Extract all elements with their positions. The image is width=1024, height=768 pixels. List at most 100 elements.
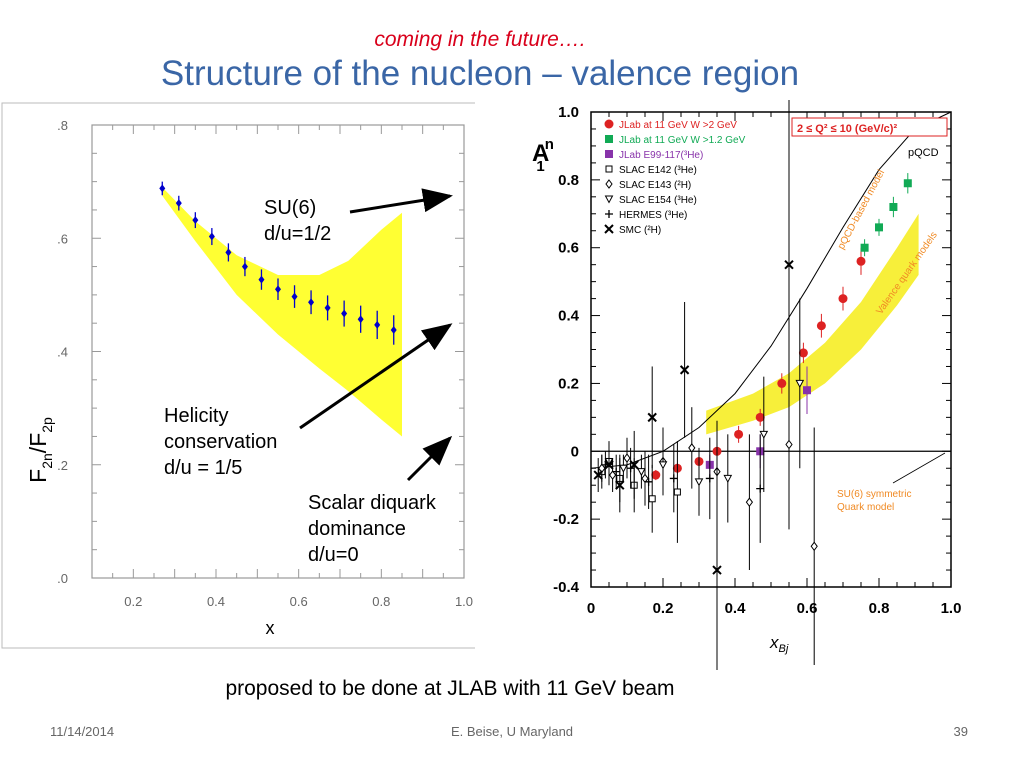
- right-data-point: [679, 365, 690, 375]
- right-x-tick-label: 0.2: [653, 600, 674, 617]
- right-data-point: [723, 474, 733, 483]
- right-data-point: [810, 541, 818, 552]
- right-data-point: [648, 495, 656, 503]
- right-data-point: [889, 203, 898, 211]
- left-x-tick-label: 0.4: [207, 594, 225, 609]
- right-data-point: [593, 470, 603, 480]
- right-y-tick-label: 0.6: [558, 240, 579, 257]
- right-data-point: [860, 243, 869, 252]
- legend-marker: [605, 210, 613, 218]
- right-x-tick-label: 1.0: [941, 600, 962, 617]
- legend-marker: [605, 135, 613, 143]
- right-y-tick-label: -0.4: [553, 579, 580, 596]
- legend-marker: [604, 119, 614, 129]
- left-y-tick-label: .4: [57, 345, 68, 360]
- svg-text:Quark model: Quark model: [837, 502, 894, 513]
- right-data-point: [795, 379, 805, 388]
- legend-label: JLab E99-117(³He): [619, 150, 703, 161]
- right-data-point: [604, 460, 614, 470]
- chart-right-plot-area: [590, 111, 952, 588]
- right-data-point: [673, 488, 681, 496]
- slide-title: Structure of the nucleon – valence regio…: [160, 54, 800, 93]
- a1n-asymmetry-chart: 0 0.2 0.4 0.6 0.8 1.0 -0.4 -0.2 0 0.2 0.4 0.6 0.8 1.0…: [532, 100, 961, 670]
- slide-caption: proposed to be done at JLAB with 11 GeV …: [225, 677, 675, 700]
- right-data-point: [647, 412, 657, 423]
- right-data-point: [651, 470, 661, 480]
- scalar-annotation: Scalar diquark dominance d/u=0: [308, 492, 436, 566]
- left-x-tick-label: 1.0: [455, 594, 473, 609]
- right-data-point: [644, 477, 653, 486]
- legend-label: SLAC E142 (³He): [619, 165, 697, 176]
- legend-label: SLAC E154 (³He): [619, 195, 697, 206]
- su6-model-label: SU(6) symmetric Quark model: [837, 489, 911, 513]
- right-data-point: [803, 386, 811, 395]
- right-data-point: [637, 468, 646, 477]
- legend-marker: [605, 179, 613, 189]
- left-x-tick-label: 0.8: [372, 594, 390, 609]
- right-x-axis-label: xBj: [769, 633, 789, 655]
- right-data-point: [875, 223, 883, 232]
- right-y-axis-label: A1n: [532, 136, 554, 175]
- right-x-tick-label: 0: [587, 600, 595, 617]
- pqcd-curve-label: pQCD: [908, 147, 939, 159]
- legend-marker: [604, 224, 614, 234]
- right-data-point: [903, 179, 912, 188]
- left-data-point: [159, 184, 166, 193]
- footer-author: E. Beise, U Maryland: [450, 724, 574, 739]
- legend-marker: [604, 195, 614, 204]
- right-y-tick-label: 0.4: [558, 308, 580, 325]
- su6-model-pointer: [892, 452, 946, 484]
- right-data-point: [756, 484, 765, 493]
- right-tick-labels: 0 0.2 0.4 0.6 0.8 1.0 -0.4 -0.2 0 0.2 0.4 0.6 0.8 1.0: [553, 104, 961, 617]
- svg-text:F2n/F2p: F2n/F2p: [25, 417, 55, 483]
- right-x-tick-label: 0.6: [797, 600, 818, 617]
- su6-annotation: SU(6) d/u=1/2: [264, 197, 332, 245]
- legend-label: SLAC E143 (²H): [619, 180, 691, 191]
- left-tick-labels: 0.2 0.4 0.6 0.8 1.0 .0 .2 .4 .6 .8: [57, 118, 473, 609]
- right-data-point: [712, 565, 722, 575]
- right-data-point: [759, 430, 769, 439]
- right-data-point: [615, 480, 625, 490]
- slide-subtitle: coming in the future….: [374, 28, 586, 51]
- right-data-points: [593, 100, 912, 670]
- helicity-annotation: Helicity conservation d/u = 1/5: [164, 405, 278, 479]
- right-legend: JLab at 11 GeV W >2 GeV JLab at 11 GeV W …: [604, 119, 746, 236]
- left-data-point: [225, 248, 232, 257]
- legend-label: SMC (²H): [619, 225, 661, 236]
- q2-range-label: 2 ≤ Q² ≤ 10 (GeV/c)²: [797, 123, 897, 135]
- legend-marker: [605, 165, 613, 173]
- right-data-point: [612, 467, 621, 476]
- right-data-point: [623, 453, 631, 463]
- right-axis-ticks: [590, 111, 952, 588]
- right-data-point: [816, 321, 826, 331]
- right-data-point: [798, 348, 808, 358]
- legend-label: HERMES (³He): [619, 210, 687, 221]
- left-x-axis-label: x: [266, 618, 275, 638]
- right-data-point: [705, 474, 714, 483]
- right-data-point: [694, 478, 704, 487]
- right-data-point: [734, 429, 744, 439]
- left-y-tick-label: .0: [57, 571, 68, 586]
- left-data-point: [208, 232, 215, 241]
- left-data-point: [175, 199, 182, 208]
- right-y-tick-label: 1.0: [558, 104, 579, 121]
- legend-label: JLab at 11 GeV W >2 GeV: [619, 120, 737, 131]
- right-data-point: [629, 460, 639, 470]
- right-data-point: [669, 474, 678, 483]
- right-data-point: [755, 412, 765, 422]
- left-data-point: [275, 285, 281, 294]
- left-data-point: [291, 292, 298, 301]
- svg-text:SU(6) symmetric: SU(6) symmetric: [837, 489, 911, 500]
- left-data-point: [241, 262, 248, 271]
- right-data-point: [688, 443, 696, 453]
- right-data-point: [777, 378, 787, 388]
- left-y-axis-label: F2n/F2p: [25, 417, 55, 483]
- right-y-tick-label: 0.2: [558, 375, 579, 392]
- right-data-point: [608, 470, 617, 480]
- right-y-tick-label: 0.8: [558, 172, 579, 189]
- right-data-point: [745, 497, 754, 508]
- right-x-tick-label: 0.8: [869, 600, 890, 617]
- right-pqcd-curve: [590, 111, 952, 469]
- left-axis-ticks: [91, 124, 465, 579]
- right-valence-band: [706, 213, 919, 435]
